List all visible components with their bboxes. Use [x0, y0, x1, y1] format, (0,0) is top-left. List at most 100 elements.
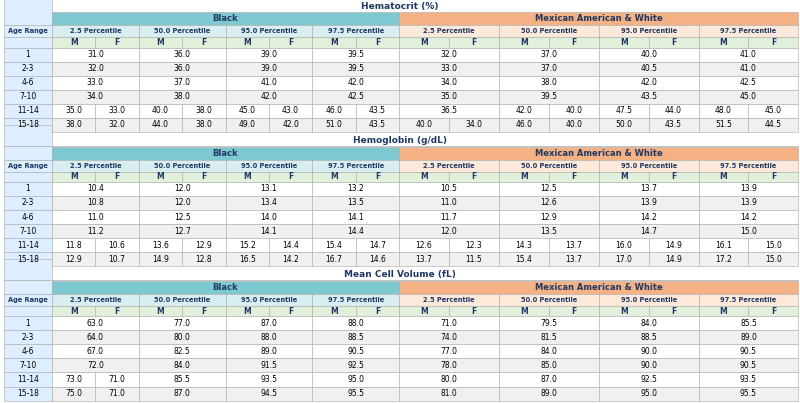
Text: 15-18: 15-18 — [17, 255, 39, 264]
Bar — [226, 210, 312, 224]
Bar — [226, 358, 312, 372]
Bar — [399, 62, 499, 76]
Text: 13.6: 13.6 — [152, 241, 169, 249]
Text: 35.0: 35.0 — [441, 92, 458, 101]
Bar — [698, 238, 749, 252]
Bar — [312, 37, 356, 48]
Bar — [499, 358, 598, 372]
Bar — [95, 372, 138, 386]
Text: 14.4: 14.4 — [347, 226, 364, 236]
Text: 37.0: 37.0 — [540, 50, 558, 59]
Text: 47.5: 47.5 — [615, 106, 632, 115]
Bar — [749, 37, 798, 48]
Bar — [52, 160, 138, 172]
Text: 13.9: 13.9 — [640, 199, 657, 208]
Bar — [698, 252, 749, 266]
Text: 78.0: 78.0 — [441, 361, 458, 370]
Text: M: M — [720, 172, 727, 181]
Text: 45.0: 45.0 — [238, 106, 256, 115]
Bar — [549, 172, 598, 182]
Bar — [4, 172, 52, 182]
Text: 16.5: 16.5 — [238, 255, 256, 264]
Text: M: M — [330, 38, 338, 47]
Bar — [52, 386, 95, 401]
Bar — [52, 196, 138, 210]
Bar — [4, 306, 52, 316]
Bar — [598, 294, 698, 306]
Bar — [226, 76, 312, 90]
Bar — [449, 37, 499, 48]
Bar — [598, 238, 649, 252]
Text: 97.5 Percentile: 97.5 Percentile — [327, 163, 384, 169]
Bar — [598, 104, 649, 118]
Text: 80.0: 80.0 — [441, 375, 458, 384]
Text: 13.9: 13.9 — [740, 199, 757, 208]
Text: Hematocrit (%): Hematocrit (%) — [362, 2, 438, 11]
Bar — [499, 372, 598, 386]
Bar — [312, 252, 356, 266]
Text: 46.0: 46.0 — [515, 120, 532, 129]
Text: 2-3: 2-3 — [22, 333, 34, 342]
Bar — [312, 62, 399, 76]
Bar — [4, 344, 52, 358]
Bar — [598, 182, 698, 196]
Text: 81.5: 81.5 — [541, 333, 557, 342]
Text: F: F — [202, 172, 206, 181]
Bar — [549, 37, 598, 48]
Bar — [499, 25, 598, 37]
Bar — [598, 160, 698, 172]
Text: Mexican American & White: Mexican American & White — [535, 149, 662, 158]
Bar — [226, 344, 312, 358]
Text: 12.9: 12.9 — [66, 255, 82, 264]
Bar — [549, 238, 598, 252]
Bar — [698, 224, 798, 238]
Text: 90.0: 90.0 — [640, 361, 657, 370]
Bar — [698, 118, 749, 132]
Text: 32.0: 32.0 — [87, 64, 104, 73]
Text: 13.1: 13.1 — [261, 185, 278, 193]
Text: 85.5: 85.5 — [174, 375, 190, 384]
Text: M: M — [243, 38, 251, 47]
Text: M: M — [720, 38, 727, 47]
Bar — [226, 118, 269, 132]
Text: 49.0: 49.0 — [238, 120, 256, 129]
Bar — [749, 118, 798, 132]
Text: 14.9: 14.9 — [152, 255, 169, 264]
Bar — [598, 210, 698, 224]
Text: 14.6: 14.6 — [369, 255, 386, 264]
Bar — [52, 182, 138, 196]
Bar — [4, 269, 798, 281]
Text: 1: 1 — [26, 50, 30, 59]
Bar — [138, 358, 226, 372]
Text: 38.0: 38.0 — [540, 78, 558, 87]
Bar — [138, 330, 226, 344]
Bar — [399, 281, 798, 294]
Text: 42.0: 42.0 — [515, 106, 532, 115]
Text: 40.0: 40.0 — [566, 120, 582, 129]
Bar — [138, 62, 226, 76]
Bar — [226, 224, 312, 238]
Text: 92.5: 92.5 — [640, 375, 657, 384]
Bar — [4, 386, 52, 401]
Bar — [226, 182, 312, 196]
Bar — [4, 182, 52, 196]
Bar — [138, 104, 182, 118]
Bar — [649, 37, 698, 48]
Text: 95.0 Percentile: 95.0 Percentile — [621, 163, 677, 169]
Bar — [226, 252, 269, 266]
Bar — [649, 238, 698, 252]
Bar — [356, 104, 399, 118]
Text: 32.0: 32.0 — [109, 120, 126, 129]
Bar — [52, 210, 138, 224]
Bar — [138, 252, 182, 266]
Bar — [226, 294, 312, 306]
Bar — [399, 344, 499, 358]
Bar — [749, 238, 798, 252]
Text: 10.8: 10.8 — [87, 199, 104, 208]
Bar — [698, 48, 798, 62]
Text: 12.0: 12.0 — [441, 226, 458, 236]
Text: M: M — [330, 172, 338, 181]
Bar — [598, 386, 698, 401]
Text: 11.5: 11.5 — [466, 255, 482, 264]
Bar — [182, 118, 226, 132]
